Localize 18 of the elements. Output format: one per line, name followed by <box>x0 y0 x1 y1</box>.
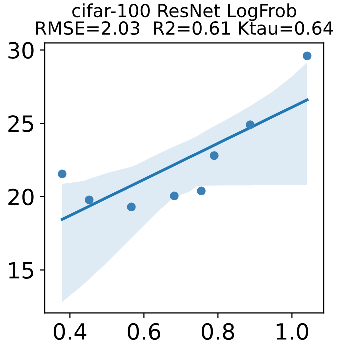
chart-title: cifar-100 ResNet LogFrob RMSE=2.03 R2=0.61 Ktau=0.64 <box>36 4 334 36</box>
point <box>170 192 179 201</box>
x-tick-label: 0.4 <box>54 323 87 340</box>
x-tick-label: 1.0 <box>276 323 308 340</box>
y-tick-label: 15 <box>9 262 34 279</box>
y-tick-label: 20 <box>8 188 34 206</box>
line-series <box>61 98 309 222</box>
point <box>58 170 67 179</box>
point <box>302 52 312 60</box>
point <box>127 202 136 212</box>
point <box>197 186 206 196</box>
y-tick-label: 30 <box>8 42 34 59</box>
point <box>246 120 255 130</box>
point <box>210 151 219 160</box>
x-tick-label: 0.8 <box>202 323 234 340</box>
x-tick-label: 0.6 <box>128 323 160 340</box>
y-tick-label: 25 <box>8 116 34 132</box>
point <box>85 196 94 204</box>
